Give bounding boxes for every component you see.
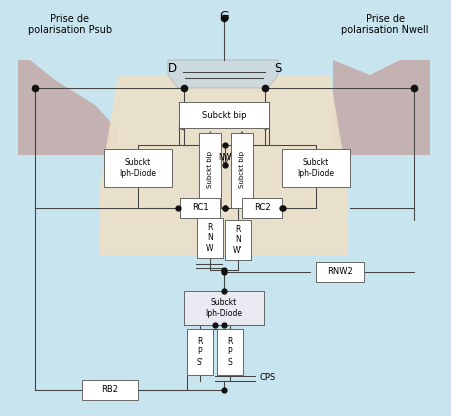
Text: RNW2: RNW2 [327, 267, 353, 277]
Bar [231, 133, 253, 208]
Text: CPS: CPS [260, 374, 276, 382]
Bar [104, 149, 172, 187]
Text: Prise de: Prise de [51, 14, 89, 24]
Text: Prise de: Prise de [365, 14, 405, 24]
Text: RB2: RB2 [101, 386, 119, 394]
Text: RC2: RC2 [253, 203, 270, 213]
Text: R
N
W': R N W' [233, 225, 243, 255]
Bar [242, 198, 282, 218]
Polygon shape [333, 60, 430, 155]
Text: S: S [274, 62, 282, 74]
Bar [225, 220, 251, 260]
Text: Subckt
Iph-Diode: Subckt Iph-Diode [206, 298, 243, 318]
Text: R
N
W: R N W [206, 223, 214, 253]
Text: RC1: RC1 [192, 203, 208, 213]
Bar [316, 262, 364, 282]
Text: polarisation Psub: polarisation Psub [28, 25, 112, 35]
Text: polarisation Nwell: polarisation Nwell [341, 25, 429, 35]
Polygon shape [168, 60, 278, 88]
Bar [179, 102, 269, 128]
Bar [282, 149, 350, 187]
Text: Subckt bip: Subckt bip [239, 151, 245, 188]
Bar [180, 198, 220, 218]
Text: Subckt bip: Subckt bip [202, 111, 246, 119]
Text: NW: NW [218, 154, 232, 163]
Text: Subckt
Iph-Diode: Subckt Iph-Diode [298, 158, 335, 178]
Text: R
P
S: R P S [227, 337, 233, 367]
Bar [197, 218, 223, 258]
Bar [184, 291, 264, 325]
Polygon shape [100, 75, 348, 255]
Text: D: D [167, 62, 176, 74]
Bar [187, 329, 213, 375]
Bar [199, 133, 221, 208]
Text: G: G [219, 10, 229, 23]
Bar [82, 380, 138, 400]
Text: Subckt bip: Subckt bip [207, 151, 213, 188]
Polygon shape [18, 60, 118, 155]
Text: R
P
S': R P S' [197, 337, 203, 367]
Bar [217, 329, 243, 375]
Text: Subckt
Iph-Diode: Subckt Iph-Diode [120, 158, 156, 178]
